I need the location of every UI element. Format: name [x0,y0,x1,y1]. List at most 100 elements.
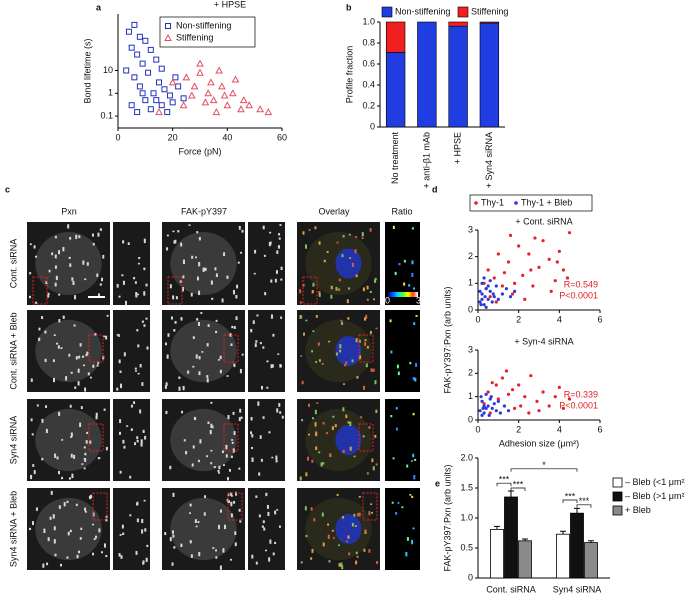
adhesion [54,235,57,239]
adhesion [315,315,318,318]
adhesion [270,364,273,369]
adhesion [52,514,55,519]
adhesion [172,230,175,233]
adhesion [188,224,191,226]
y-tick-label: 0 [468,414,473,424]
adhesion [85,354,88,357]
adhesion [214,267,217,271]
adhesion [31,521,34,526]
adhesion [349,446,352,451]
point [180,95,187,102]
adhesion [203,512,206,516]
micrograph [248,222,285,305]
nucleus [335,425,362,455]
y-axis-label: Profile fraction [344,46,354,104]
adhesion [44,330,47,334]
point [555,260,559,264]
adhesion [98,528,101,533]
adhesion [129,475,132,479]
micrograph [113,399,150,481]
adhesion [318,359,321,362]
bar-segment [448,25,468,128]
adhesion [312,417,315,420]
bar [518,540,532,579]
cell [170,319,237,383]
adhesion [229,333,232,337]
adhesion [353,455,356,458]
adhesion [392,225,395,230]
adhesion [146,544,149,547]
adhesion [146,346,149,350]
adhesion [30,378,33,382]
legend-frame [469,194,593,212]
point [519,404,523,408]
adhesion [144,528,147,532]
adhesion [330,285,333,290]
adhesion [413,322,416,326]
adhesion [44,358,47,363]
adhesion [310,507,313,511]
adhesion [235,491,238,496]
adhesion [167,333,170,337]
adhesion [238,417,241,422]
adhesion [346,299,349,304]
adhesion [182,275,185,279]
adhesion [355,274,358,278]
adhesion [84,511,87,513]
adhesion [369,290,372,294]
adhesion [80,527,83,530]
point [567,397,572,401]
point [480,292,484,296]
legend-marker [612,477,623,488]
adhesion [228,468,231,472]
adhesion [54,254,57,259]
adhesion [121,274,124,277]
adhesion [210,280,213,285]
adhesion [231,439,234,441]
adhesion [195,525,198,528]
point [223,101,232,109]
legend-frame [159,16,256,48]
adhesion [409,361,412,365]
adhesion [411,272,414,277]
point [165,23,171,29]
adhesion [38,327,41,331]
adhesion [353,513,356,517]
adhesion [220,509,223,513]
adhesion [230,343,233,346]
adhesion [121,524,124,529]
significance-bracket [496,482,512,487]
point [134,51,141,58]
adhesion [165,382,168,386]
legend-label: Thy-1 + Bleb [521,197,572,207]
adhesion [194,416,197,421]
adhesion [47,292,50,296]
point [182,73,191,81]
adhesion [202,268,205,272]
adhesion [262,346,265,349]
adhesion [336,241,339,244]
point [490,381,494,385]
adhesion [395,512,398,515]
adhesion [196,231,199,234]
bar [570,512,584,579]
point [131,21,138,28]
adhesion [255,340,258,343]
adhesion [269,231,272,234]
point [547,257,551,261]
adhesion [410,460,413,462]
point [513,281,517,285]
adhesion [136,501,139,506]
point [478,409,482,413]
adhesion [206,378,209,383]
column-header: FAK-pY397 [181,206,227,216]
adhesion [338,563,341,567]
significance-bracket [576,504,592,508]
adhesion [258,514,261,518]
point [547,404,551,408]
adhesion [345,361,348,365]
adhesion [75,234,78,240]
adhesion [204,495,207,499]
point [523,395,527,399]
adhesion [375,409,378,414]
